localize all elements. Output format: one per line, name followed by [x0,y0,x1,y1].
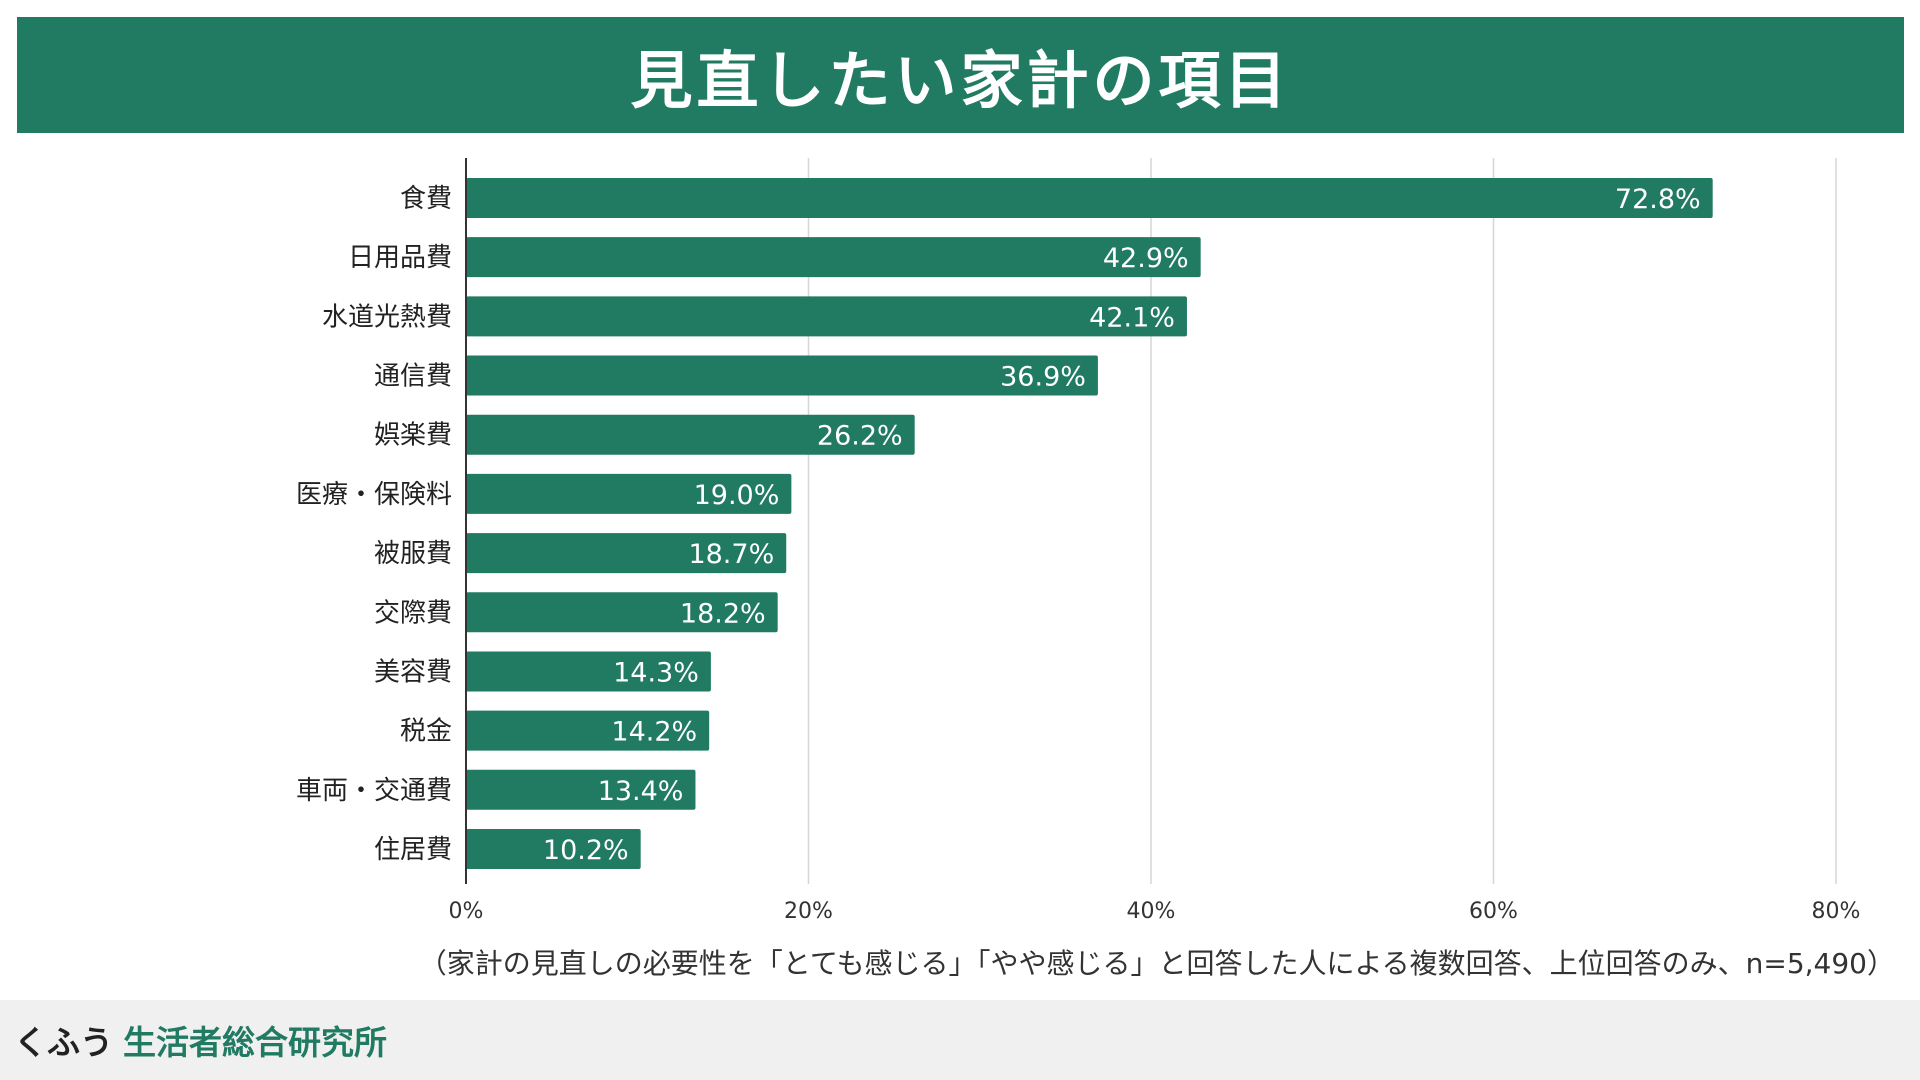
bar-chart: 0% 20% 40% 60% 80% 食費 72.8% 日用品費 42.9% 水道光熱費 42.1%… [296,158,1861,924]
category-label: 車両・交通費 [296,776,452,806]
bar [466,178,1713,218]
x-tick-label: 0% [449,899,484,924]
bar [466,473,792,514]
category-label: 美容費 [374,657,452,687]
survey-note: （家計の見直しの必要性を「とても感じる」「やや感じる」と回答した人による複数回答… [418,947,1895,980]
x-tick-label: 80% [1812,899,1861,924]
brand-name: くふう [14,1023,113,1062]
category-label: 水道光熱費 [322,302,452,332]
bar [466,710,710,751]
x-tick-label: 60% [1469,899,1518,924]
x-tick-label: 40% [1127,899,1176,924]
data-label: 14.2% [611,717,697,748]
data-label: 18.2% [680,598,766,629]
category-label: 食費 [400,184,452,214]
bar [466,414,915,455]
data-label: 36.9% [1000,362,1086,393]
data-label: 19.0% [694,480,780,511]
bar [466,828,641,869]
data-label: 42.9% [1103,243,1189,274]
category-label: 日用品費 [348,243,452,273]
bar [466,769,696,810]
category-label: 被服費 [374,539,452,569]
data-label: 18.7% [688,539,774,570]
category-label: 娯楽費 [374,421,452,451]
data-label: 26.2% [817,421,903,452]
bar [466,237,1201,278]
category-label: 税金 [400,717,452,747]
bar [466,651,711,692]
x-tick-label: 20% [784,899,833,924]
data-label: 10.2% [543,835,629,866]
data-label: 13.4% [598,776,684,807]
category-label: 医療・保険料 [296,480,452,510]
data-label: 42.1% [1089,302,1175,333]
title-banner: 見直したい家計の項目 [17,17,1904,133]
category-label: 交際費 [374,598,452,628]
bar [466,296,1187,337]
bar [466,592,778,633]
data-label: 72.8% [1615,184,1701,215]
chart-title: 見直したい家計の項目 [630,44,1291,117]
category-label: 通信費 [374,362,452,392]
bar [466,355,1098,396]
category-label: 住居費 [374,835,452,865]
data-label: 14.3% [613,657,699,688]
bar [466,533,787,574]
brand-subtitle: 生活者総合研究所 [123,1023,387,1062]
brand-logo: くふう 生活者総合研究所 [14,1016,387,1064]
footer: くふう 生活者総合研究所 [0,1000,1920,1080]
